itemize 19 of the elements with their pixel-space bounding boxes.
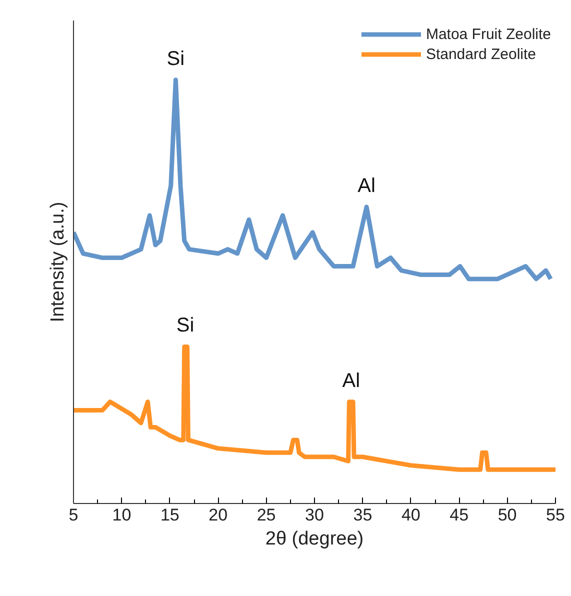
legend-label: Matoa Fruit Zeolite — [426, 26, 551, 42]
x-tick-label: 5 — [68, 506, 78, 524]
x-tick-label: 55 — [546, 506, 565, 524]
annotation: Al — [342, 370, 360, 392]
x-tick-label: 25 — [256, 506, 276, 524]
x-tick-label: 20 — [208, 506, 228, 524]
x-tick-label: 10 — [112, 506, 132, 524]
annotation: Si — [176, 314, 194, 337]
x-tick-label: 15 — [160, 506, 180, 524]
legend-label: Standard Zeolite — [426, 46, 536, 62]
y-axis-title: Intensity (a.u.) — [48, 202, 68, 322]
annotation: Al — [358, 174, 376, 197]
x-tick-label: 40 — [401, 506, 420, 524]
x-tick-label: 50 — [498, 506, 517, 524]
x-tick-label: 35 — [353, 506, 372, 524]
x-tick-label: 30 — [305, 506, 324, 524]
annotation: Si — [166, 48, 185, 70]
x-tick-label: 45 — [450, 506, 469, 524]
x-axis-title: 2θ (degree) — [265, 528, 364, 550]
